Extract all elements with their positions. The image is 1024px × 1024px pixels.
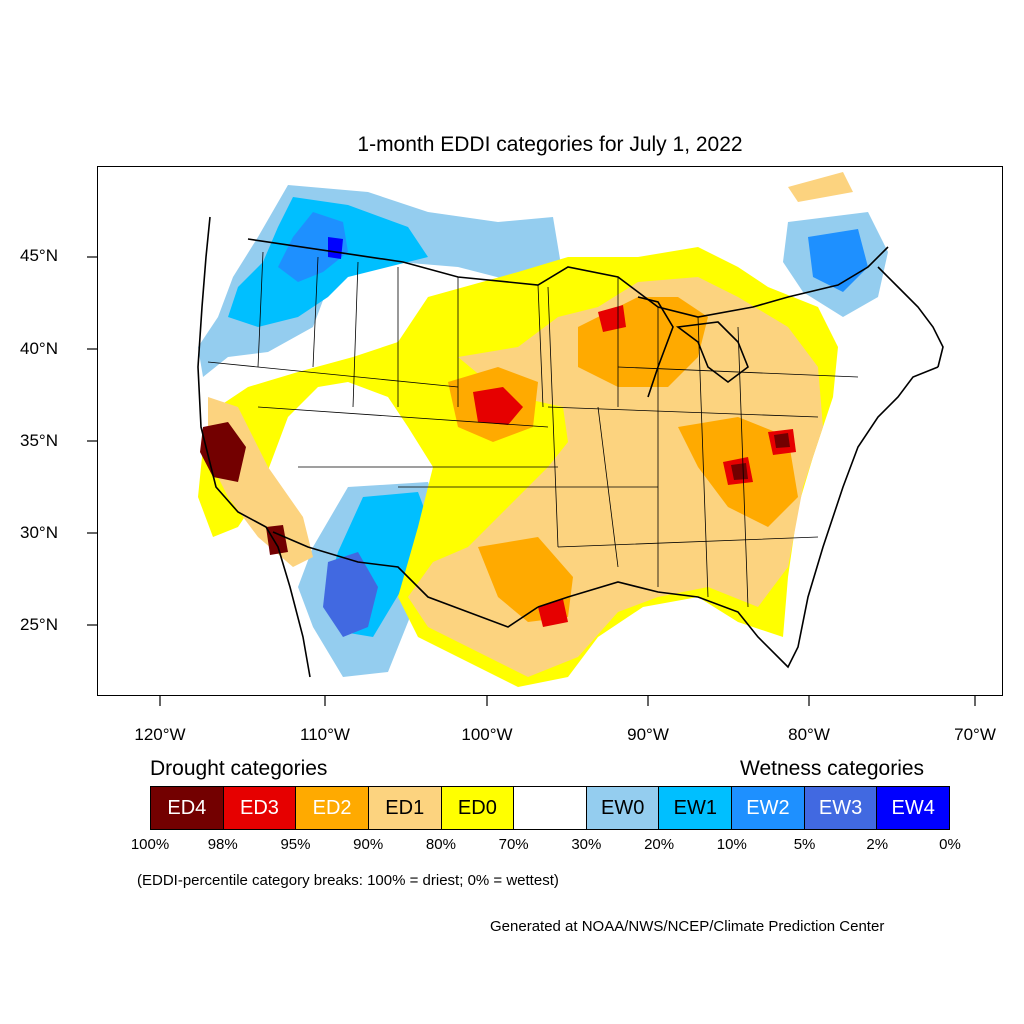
ed4-socal [266, 525, 288, 555]
legend-category: EW4 [877, 787, 950, 829]
legend-category: EW3 [804, 787, 878, 829]
legend-category: ED3 [223, 787, 297, 829]
legend-category [514, 787, 587, 829]
lon-label-120: 120°W [134, 725, 186, 744]
gulf-coast [537, 366, 939, 669]
eddi-map [197, 172, 944, 687]
legend-category: EW1 [659, 787, 733, 829]
percentile-label: 0% [939, 836, 961, 853]
lat-label-25: 25°N [20, 615, 58, 634]
ed4-tennessee [731, 463, 748, 480]
breaks-note: (EDDI-percentile category breaks: 100% =… [137, 872, 559, 889]
mexico-border [272, 531, 539, 628]
ed3-plains [473, 387, 523, 425]
lat-label-45: 45°N [20, 246, 58, 265]
ed1-quebec-patch [788, 172, 853, 202]
great-lakes [637, 296, 749, 398]
lat-label-40: 40°N [20, 339, 58, 358]
wetness-heading: Wetness categories [740, 757, 925, 780]
percentile-label: 5% [793, 836, 816, 853]
ew2-northwest [278, 212, 348, 282]
credit-line: Generated at NOAA/NWS/NCEP/Climate Predi… [490, 918, 885, 935]
percentile-label: 10% [716, 836, 747, 853]
ew4-northwest [328, 237, 343, 259]
east-coast [877, 266, 944, 368]
lon-label-80: 80°W [788, 725, 830, 744]
ed4-virginia [774, 433, 790, 448]
drought-heading: Drought categories [150, 757, 328, 780]
legend-category: ED1 [368, 787, 442, 829]
lon-label-110: 110°W [300, 725, 350, 744]
percentile-label: 98% [207, 836, 238, 853]
percentile-label: 80% [425, 836, 456, 853]
ed2-texas [478, 537, 573, 622]
legend-bar: ED4 ED3 ED2 ED1 ED0 EW0 EW1 EW2 EW3 EW4 [150, 786, 950, 830]
lon-label-70: 70°W [954, 725, 996, 744]
percentile-label: 20% [644, 836, 675, 853]
percentile-label: 90% [353, 836, 384, 853]
legend-category: EW0 [586, 787, 660, 829]
percentile-label: 2% [866, 836, 889, 853]
ed3-texas-coast [538, 599, 568, 627]
legend-category: ED4 [151, 787, 224, 829]
ew3-southwest [323, 552, 378, 637]
legend-category: EW2 [732, 787, 805, 829]
percentile-label: 95% [280, 836, 311, 853]
percentile-label: 70% [498, 836, 529, 853]
ed3-wisconsin [598, 305, 626, 332]
map-frame [97, 166, 1003, 696]
map-title: 1-month EDDI categories for July 1, 2022 [357, 133, 743, 156]
state-lines [207, 251, 859, 608]
legend-category: ED0 [441, 787, 515, 829]
coastline-west [197, 216, 311, 678]
legend-category: ED2 [296, 787, 369, 829]
lat-label-30: 30°N [20, 523, 58, 542]
wetness-regions [198, 172, 888, 677]
lon-label-90: 90°W [627, 725, 669, 744]
lon-label-100: 100°W [461, 725, 513, 744]
lat-label-35: 35°N [20, 431, 58, 450]
percentile-label: 30% [571, 836, 602, 853]
percentile-label: 100% [130, 836, 170, 853]
